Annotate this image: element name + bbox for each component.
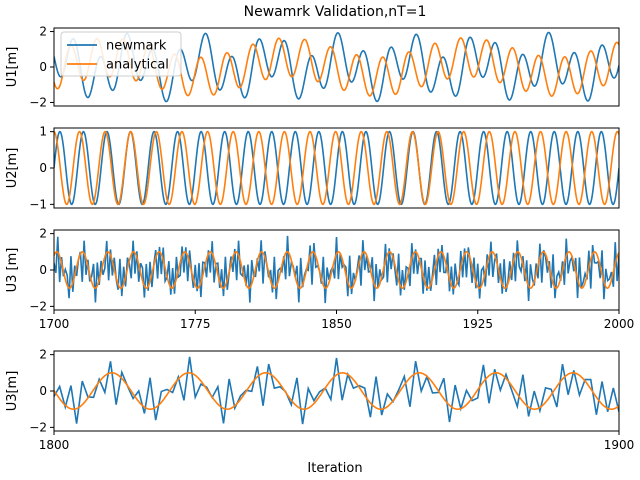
legend-label-analytical: analytical — [106, 58, 169, 73]
legend-label-newmark: newmark — [106, 39, 167, 54]
y-axis-label: U3 [m] — [5, 248, 20, 293]
y-tick-label: −2 — [29, 95, 47, 109]
y-tick-label: 1 — [39, 125, 47, 139]
x-tick-label: 1850 — [321, 317, 352, 331]
x-axis-label: Iteration — [307, 461, 362, 476]
x-tick-label: 1800 — [39, 438, 70, 452]
y-tick-label: 0 — [39, 263, 47, 277]
legend: newmark analytical — [60, 31, 182, 77]
y-tick-label: 2 — [39, 348, 47, 362]
legend-box — [60, 31, 182, 77]
y-tick-label: 0 — [39, 60, 47, 74]
y-tick-label: −2 — [29, 420, 47, 434]
y-tick-label: 2 — [39, 25, 47, 39]
x-tick-label: 1775 — [180, 317, 211, 331]
x-tick-label: 2000 — [604, 317, 635, 331]
subplot-2: −1 0 1 U2[m] — [5, 125, 620, 211]
y-tick-label: 0 — [39, 384, 47, 398]
series-line-analytical — [54, 250, 619, 290]
y-tick-label: 2 — [39, 227, 47, 241]
y-axis-label: U1[m] — [5, 47, 20, 88]
subplots: −2 0 2 U1[m] newmark analytical −1 0 1 U2[m] −2 0 2 1… — [5, 25, 634, 452]
x-tick-label: 1700 — [39, 317, 70, 331]
subplot-3: −2 0 2 1700 1775 1850 1925 2000 U3 [m] — [5, 227, 634, 331]
y-axis-label: U2[m] — [5, 148, 20, 189]
series-line-newmark — [54, 130, 619, 206]
y-tick-label: 0 — [39, 161, 47, 175]
subplot-4: −2 0 2 1800 1900 U3[m] — [5, 348, 634, 452]
y-tick-label: −2 — [29, 299, 47, 313]
series-line-newmark — [54, 356, 619, 425]
figure-title: Newamrk Validation,nT=1 — [244, 4, 427, 20]
series-line-newmark — [54, 235, 619, 304]
y-tick-label: −1 — [29, 197, 47, 211]
series-line-analytical — [54, 372, 619, 410]
subplot-1: −2 0 2 U1[m] newmark analytical — [5, 25, 620, 109]
series-line-analytical — [54, 130, 619, 206]
x-tick-label: 1900 — [604, 438, 635, 452]
x-tick-label: 1925 — [462, 317, 493, 331]
y-axis-label: U3[m] — [5, 371, 20, 412]
